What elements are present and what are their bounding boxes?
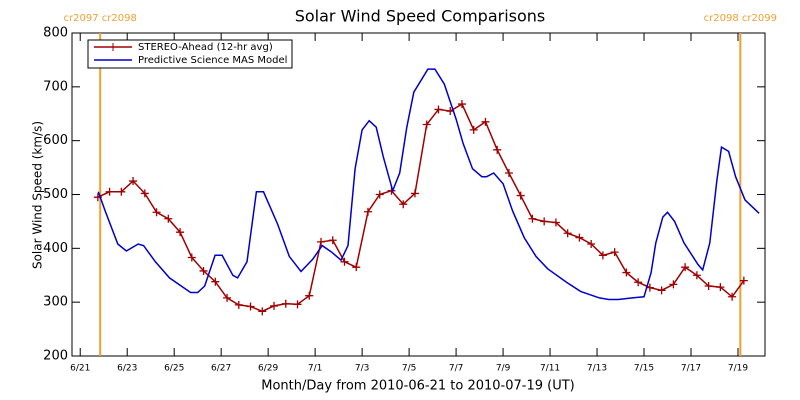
data-point (704, 282, 713, 291)
data-point (551, 218, 560, 227)
data-point (375, 190, 384, 199)
data-point (669, 280, 678, 289)
data-point (117, 187, 126, 196)
data-point (457, 100, 466, 109)
data-point (164, 214, 173, 223)
data-point (622, 268, 631, 277)
data-point (140, 189, 149, 198)
data-point (176, 228, 185, 237)
x-tick-label: 6/23 (117, 364, 137, 374)
data-point (598, 251, 607, 260)
data-point (305, 291, 314, 300)
x-tick-label: 6/25 (164, 364, 184, 374)
data-point (317, 237, 326, 246)
y-tick-label: 200 (43, 349, 68, 364)
data-point (481, 117, 490, 126)
data-point (105, 187, 114, 196)
data-point (469, 125, 478, 134)
data-point (540, 217, 549, 226)
data-point (422, 120, 431, 129)
data-point (270, 301, 279, 310)
data-point (434, 105, 443, 114)
legend-label: Predictive Science MAS Model (138, 55, 287, 66)
data-point (258, 307, 267, 316)
series-line (97, 68, 760, 301)
data-point (328, 236, 337, 245)
x-tick-label: 7/9 (496, 364, 511, 374)
x-axis-label: Month/Day from 2010-06-21 to 2010-07-19 … (261, 379, 574, 394)
series-line (97, 103, 745, 313)
x-tick-label: 7/15 (634, 364, 654, 374)
x-tick-label: 7/3 (355, 364, 369, 374)
data-point (152, 208, 161, 217)
data-point (493, 145, 502, 154)
data-point (352, 263, 361, 272)
x-tick-label: 7/17 (681, 364, 701, 374)
data-point (716, 283, 725, 292)
data-point (246, 302, 255, 311)
data-point (223, 293, 232, 302)
y-tick-label: 400 (43, 241, 68, 256)
legend-box (87, 39, 293, 69)
data-point (681, 263, 690, 272)
data-point (363, 207, 372, 216)
data-point (340, 257, 349, 266)
carrington-label: cr2097 cr2098 (64, 13, 137, 24)
data-point (410, 189, 419, 198)
data-point (281, 299, 290, 308)
x-tick-label: 7/11 (540, 364, 560, 374)
y-tick-label: 300 (43, 295, 68, 310)
y-tick-label: 800 (43, 26, 68, 41)
x-tick-label: 6/21 (70, 364, 90, 374)
data-point (692, 271, 701, 280)
legend-label: STEREO-Ahead (12-hr avg) (138, 42, 273, 53)
x-tick-label: 6/27 (211, 364, 231, 374)
data-point (657, 286, 666, 295)
carrington-label: cr2098 cr2099 (704, 13, 777, 24)
y-tick-label: 500 (43, 187, 68, 202)
data-point (528, 214, 537, 223)
data-point (610, 248, 619, 257)
y-tick-label: 600 (43, 133, 68, 148)
y-tick-label: 700 (43, 79, 68, 94)
data-point (587, 240, 596, 249)
data-point (129, 177, 138, 186)
data-point (187, 253, 196, 262)
data-point (199, 266, 208, 275)
data-point (634, 278, 643, 287)
x-tick-label: 6/29 (258, 364, 278, 374)
data-point (234, 300, 243, 309)
x-tick-label: 7/13 (587, 364, 607, 374)
x-tick-label: 7/7 (449, 364, 463, 374)
data-point (728, 292, 737, 301)
data-point (293, 300, 302, 309)
legend-symbol (109, 43, 117, 51)
data-point (516, 191, 525, 200)
data-point (563, 229, 572, 238)
x-tick-label: 7/19 (728, 364, 748, 374)
y-axis-label: Solar Wind Speed (km/s) (31, 121, 45, 269)
data-point (575, 233, 584, 242)
chart-title: Solar Wind Speed Comparisons (295, 7, 546, 26)
data-point (504, 168, 513, 177)
data-point (739, 276, 748, 285)
x-tick-label: 7/5 (402, 364, 416, 374)
data-point (211, 277, 220, 286)
data-point (399, 200, 408, 209)
x-tick-label: 7/1 (308, 364, 322, 374)
